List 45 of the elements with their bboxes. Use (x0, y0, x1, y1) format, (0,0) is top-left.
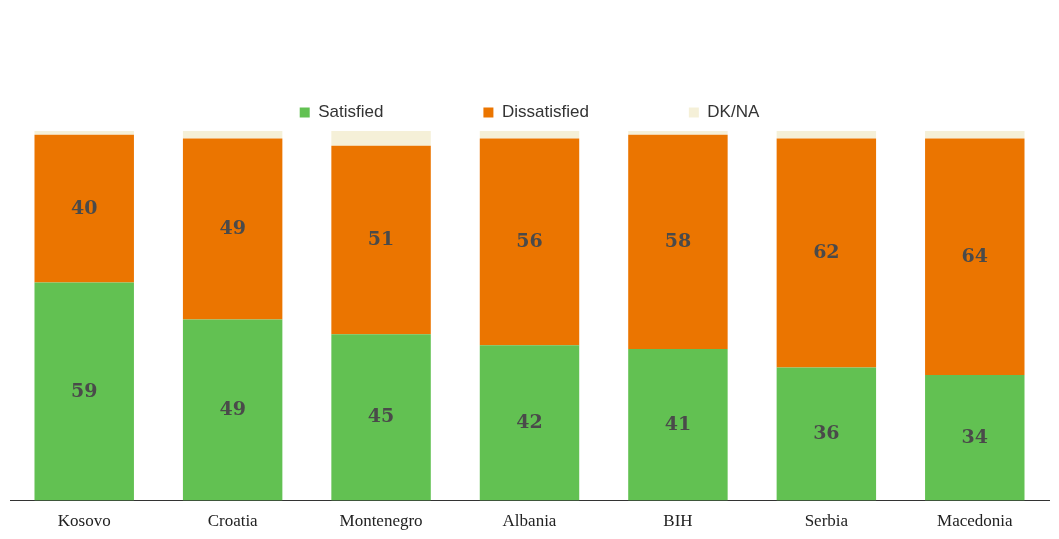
data-label: 49 (219, 396, 246, 419)
x-tick-label: Kosovo (57, 511, 111, 531)
x-tick-label: BIH (663, 511, 693, 531)
data-label: 45 (367, 404, 395, 427)
legend-label: Dissatisfied (501, 102, 589, 122)
x-tick-label: Macedonia (937, 511, 1013, 531)
bar (34, 282, 134, 501)
data-label: 58 (664, 228, 692, 251)
bar (925, 374, 1025, 501)
bar (182, 319, 283, 501)
bar (331, 145, 431, 335)
data-label: 51 (367, 226, 395, 249)
bar (628, 131, 728, 135)
bar (628, 134, 728, 350)
data-label: 42 (516, 409, 543, 432)
data-label: 49 (219, 215, 246, 238)
data-label: 41 (664, 411, 692, 434)
x-tick-label: Serbia (804, 511, 849, 531)
legend-label: Satisfied (318, 102, 384, 122)
bar (331, 131, 431, 146)
bar (776, 367, 877, 501)
data-label: 56 (516, 228, 543, 251)
x-tick-label: Montenegro (339, 511, 423, 531)
x-tick-label: Albania (502, 511, 557, 531)
data-label: 59 (70, 378, 98, 401)
data-label: 34 (961, 424, 989, 447)
bar (479, 131, 580, 139)
bar (34, 131, 134, 135)
bar (34, 134, 134, 283)
bar (628, 349, 728, 501)
bar (776, 131, 877, 139)
data-label: 40 (70, 195, 98, 218)
legend-label: DK/NA (707, 102, 760, 122)
bar (776, 138, 877, 368)
data-label: 36 (813, 421, 840, 444)
data-label: 62 (813, 239, 840, 262)
bar (331, 334, 431, 501)
data-label: 64 (961, 243, 989, 266)
bar (479, 345, 580, 501)
bar (182, 138, 283, 320)
bar (182, 131, 283, 139)
bar (925, 131, 1025, 139)
bar (925, 138, 1025, 375)
x-tick-label: Croatia (207, 511, 259, 531)
bar (479, 138, 580, 346)
